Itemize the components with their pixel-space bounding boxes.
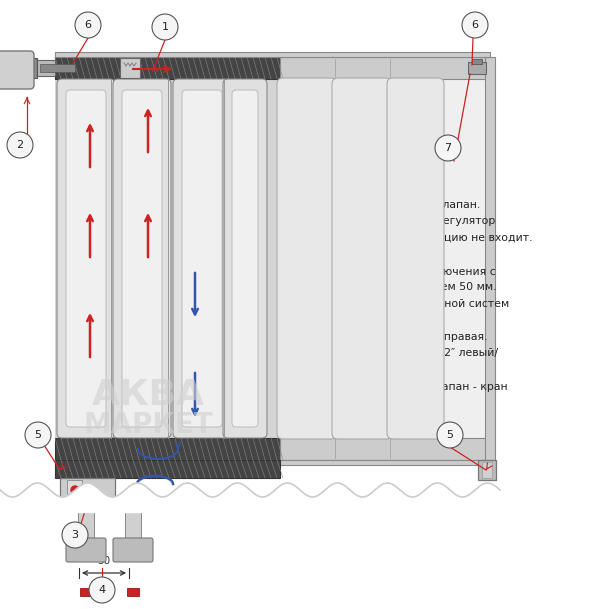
Bar (80, 588, 92, 596)
FancyBboxPatch shape (173, 79, 231, 438)
Text: 2) Термостатический регулятор: 2) Термостатический регулятор (310, 217, 495, 227)
FancyBboxPatch shape (113, 79, 171, 438)
Bar (60, 478, 115, 500)
Circle shape (62, 522, 88, 548)
Bar (482, 462, 492, 478)
Circle shape (71, 486, 79, 494)
Bar (55, 460, 280, 478)
Text: АКВА: АКВА (92, 378, 204, 412)
Bar (37, 60, 55, 76)
Circle shape (25, 422, 51, 448)
Bar (125, 500, 141, 550)
FancyBboxPatch shape (232, 90, 258, 427)
Bar (120, 58, 140, 78)
Circle shape (75, 12, 101, 38)
Text: 7: 7 (444, 143, 452, 153)
Bar (17, 58, 37, 78)
Bar (40, 64, 75, 72)
Text: 7) Воздухоспускной клапан - кран: 7) Воздухоспускной клапан - кран (310, 381, 507, 392)
Circle shape (7, 132, 33, 158)
Circle shape (152, 14, 178, 40)
FancyBboxPatch shape (387, 78, 444, 439)
Bar (468, 62, 486, 74)
Circle shape (435, 135, 461, 161)
FancyBboxPatch shape (66, 90, 106, 427)
Bar (67, 480, 82, 498)
Bar (478, 460, 496, 480)
Bar (55, 438, 280, 460)
Text: МАРКЕТ: МАРКЕТ (83, 411, 213, 439)
Text: 5) Заглушка G1″ левая/правая.: 5) Заглушка G1″ левая/правая. (310, 332, 488, 342)
FancyBboxPatch shape (0, 51, 34, 89)
Bar (280, 57, 490, 79)
Text: 1: 1 (162, 22, 168, 32)
Text: (головка). В комплектацию не входит.: (головка). В комплектацию не входит. (310, 233, 533, 243)
Text: 6: 6 (84, 20, 92, 30)
Text: правый.: правый. (310, 365, 356, 375)
Text: 5: 5 (35, 430, 41, 440)
FancyBboxPatch shape (113, 538, 153, 562)
Bar (78, 500, 94, 550)
Text: 50: 50 (98, 556, 111, 566)
Text: 4: 4 (98, 585, 105, 595)
Text: 6) Переходник G1″- G1/2″ левый/: 6) Переходник G1″- G1/2″ левый/ (310, 348, 498, 359)
FancyBboxPatch shape (122, 90, 162, 427)
Bar (485, 57, 495, 460)
Bar (280, 57, 490, 460)
FancyBboxPatch shape (332, 78, 392, 439)
Text: 4) Узел нижнего подключения с: 4) Узел нижнего подключения с (310, 266, 496, 276)
FancyBboxPatch shape (182, 90, 222, 427)
FancyBboxPatch shape (223, 79, 267, 438)
FancyBboxPatch shape (57, 79, 115, 438)
Text: 3: 3 (71, 530, 78, 540)
Text: отопления.: отопления. (310, 315, 375, 325)
Text: межосевым расстоянием 50 мм.: межосевым расстоянием 50 мм. (310, 283, 497, 292)
Text: 6: 6 (471, 20, 479, 30)
FancyBboxPatch shape (66, 538, 106, 562)
Bar (55, 52, 490, 57)
Bar (127, 588, 139, 596)
Text: Маевского.: Маевского. (310, 398, 374, 408)
Circle shape (89, 577, 115, 603)
Text: для одно или двухтрубной систем: для одно или двухтрубной систем (310, 299, 509, 309)
Text: 2: 2 (16, 140, 23, 150)
Bar (55, 79, 280, 438)
Bar (55, 57, 280, 79)
Text: 1) Термостатический клапан.: 1) Термостатический клапан. (310, 200, 480, 210)
Circle shape (462, 12, 488, 38)
Circle shape (437, 422, 463, 448)
FancyBboxPatch shape (277, 78, 337, 439)
Bar (472, 59, 482, 64)
Bar (280, 438, 490, 460)
Text: 5: 5 (446, 430, 453, 440)
Text: 3) Пружинный клапан.: 3) Пружинный клапан. (310, 250, 441, 259)
Bar (55, 460, 490, 465)
